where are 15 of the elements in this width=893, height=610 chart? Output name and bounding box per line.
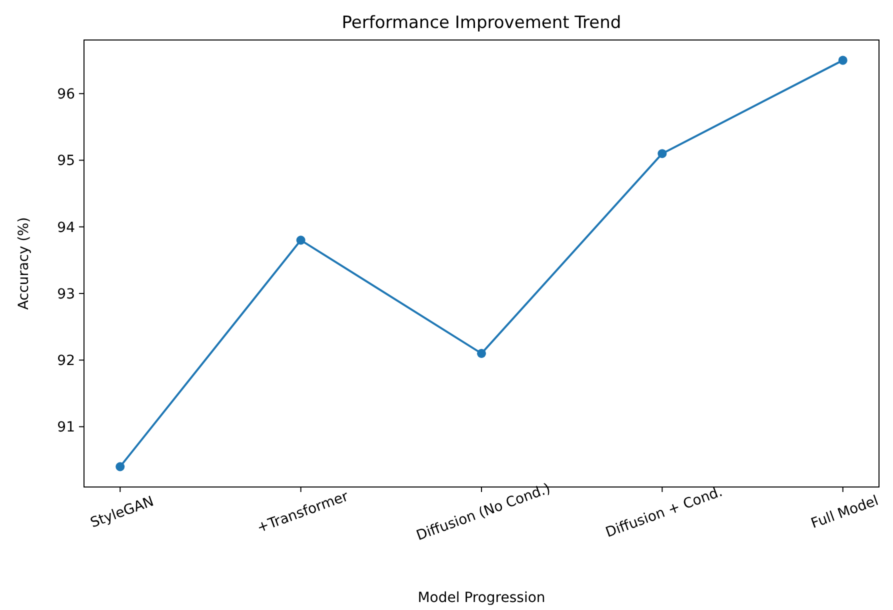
point [116, 462, 125, 472]
point [838, 56, 848, 65]
point [296, 236, 306, 245]
chart-title: Performance Improvement Trend [342, 13, 622, 33]
x-tick-label: Full Model [809, 492, 881, 532]
point [476, 348, 486, 358]
y-tick-label: 93 [57, 286, 75, 302]
y-tick-label: 95 [57, 153, 75, 170]
y-tick-label: 94 [57, 220, 76, 236]
y-axis-title: Accuracy (%) [16, 217, 32, 310]
y-tick-label: 91 [57, 420, 75, 436]
point [658, 149, 667, 158]
y-tick-label: 96 [57, 86, 76, 103]
x-axis-title: Model Progression [418, 590, 546, 606]
y-tick-label: 92 [57, 352, 75, 369]
